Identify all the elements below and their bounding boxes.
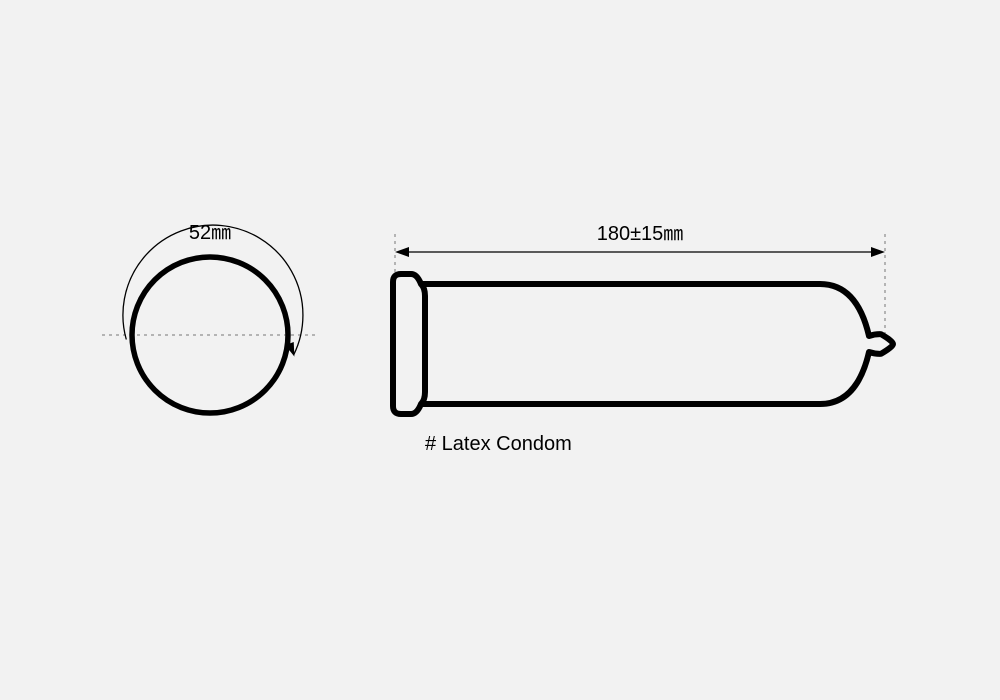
diagram-svg: 52㎜ 180±15㎜ # Latex Condom bbox=[0, 0, 1000, 700]
caption-label: # Latex Condom bbox=[425, 433, 572, 455]
diagram-canvas: 52㎜ 180±15㎜ # Latex Condom bbox=[0, 0, 1000, 700]
length-label: 180±15㎜ bbox=[597, 223, 684, 245]
diameter-label: 52㎜ bbox=[189, 222, 231, 244]
background bbox=[0, 0, 1000, 700]
